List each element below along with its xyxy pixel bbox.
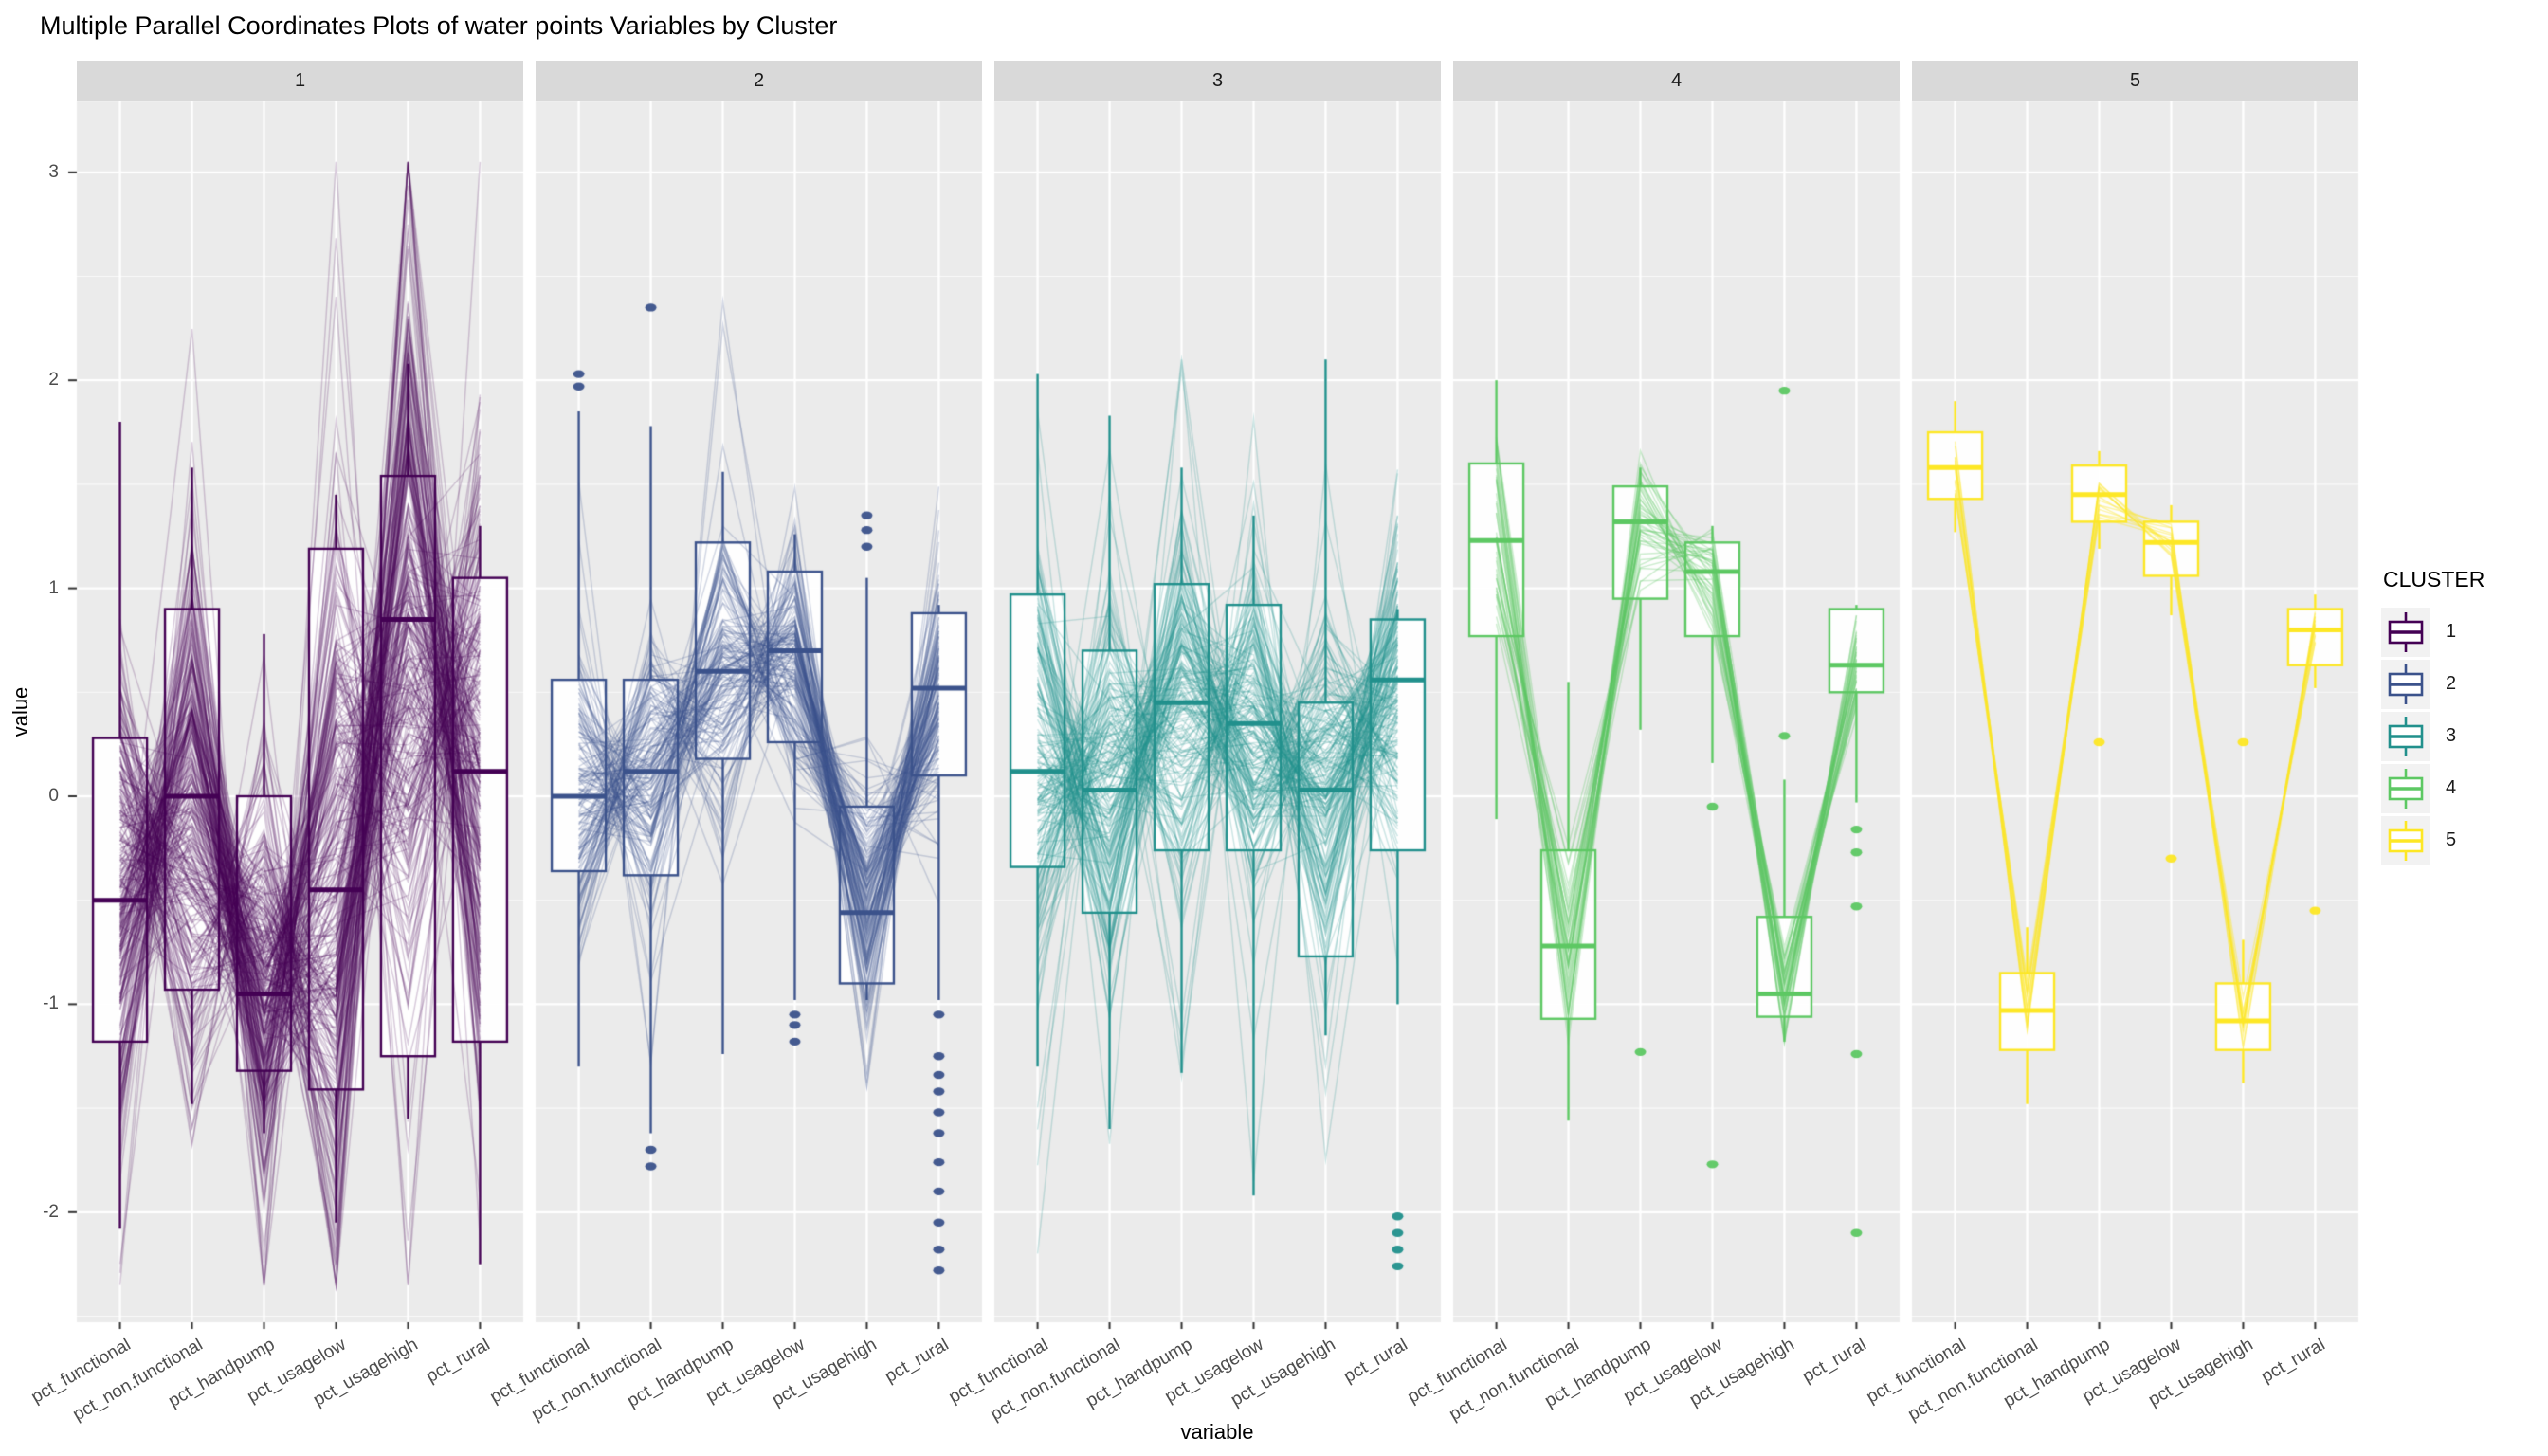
y-axis-title: value [9, 686, 32, 737]
y-tick-label: 0 [48, 786, 59, 806]
legend-label: 3 [2446, 725, 2457, 746]
legend-entry-3: 3 [2381, 710, 2484, 762]
chart-title: Multiple Parallel Coordinates Plots of w… [40, 11, 838, 40]
legend-label: 2 [2446, 673, 2457, 694]
y-tick-label: 3 [48, 161, 59, 182]
legend-entry-1: 1 [2381, 606, 2484, 658]
facet-strip-3: 3 [994, 61, 1441, 101]
y-tick-label: -2 [43, 1201, 59, 1222]
legend-label: 4 [2446, 777, 2457, 798]
legend-entry-5: 5 [2381, 814, 2484, 866]
legend-entry-4: 4 [2381, 762, 2484, 814]
legend-boxplot-key-icon [2381, 711, 2430, 761]
legend-boxplot-key-icon [2381, 607, 2430, 657]
legend: CLUSTER 1 2 3 4 5 [2381, 567, 2484, 866]
legend-title: CLUSTER [2383, 567, 2485, 592]
y-tick-label: 2 [48, 370, 59, 391]
legend-boxplot-key-icon [2381, 815, 2430, 865]
legend-entry-2: 2 [2381, 658, 2484, 710]
facet-strip-2: 2 [536, 61, 982, 101]
facet-strip-5: 5 [1912, 61, 2358, 101]
legend-boxplot-key-icon [2381, 659, 2430, 709]
legend-label: 5 [2446, 829, 2457, 850]
y-tick-label: -1 [43, 993, 59, 1014]
y-tick-label: 1 [48, 577, 59, 598]
x-axis-title: variable [1180, 1420, 1254, 1444]
facet-strip-1: 1 [77, 61, 523, 101]
legend-boxplot-key-icon [2381, 763, 2430, 813]
legend-label: 1 [2446, 621, 2457, 642]
facet-strip-4: 4 [1453, 61, 1900, 101]
legend-entries: 1 2 3 4 5 [2381, 606, 2484, 866]
